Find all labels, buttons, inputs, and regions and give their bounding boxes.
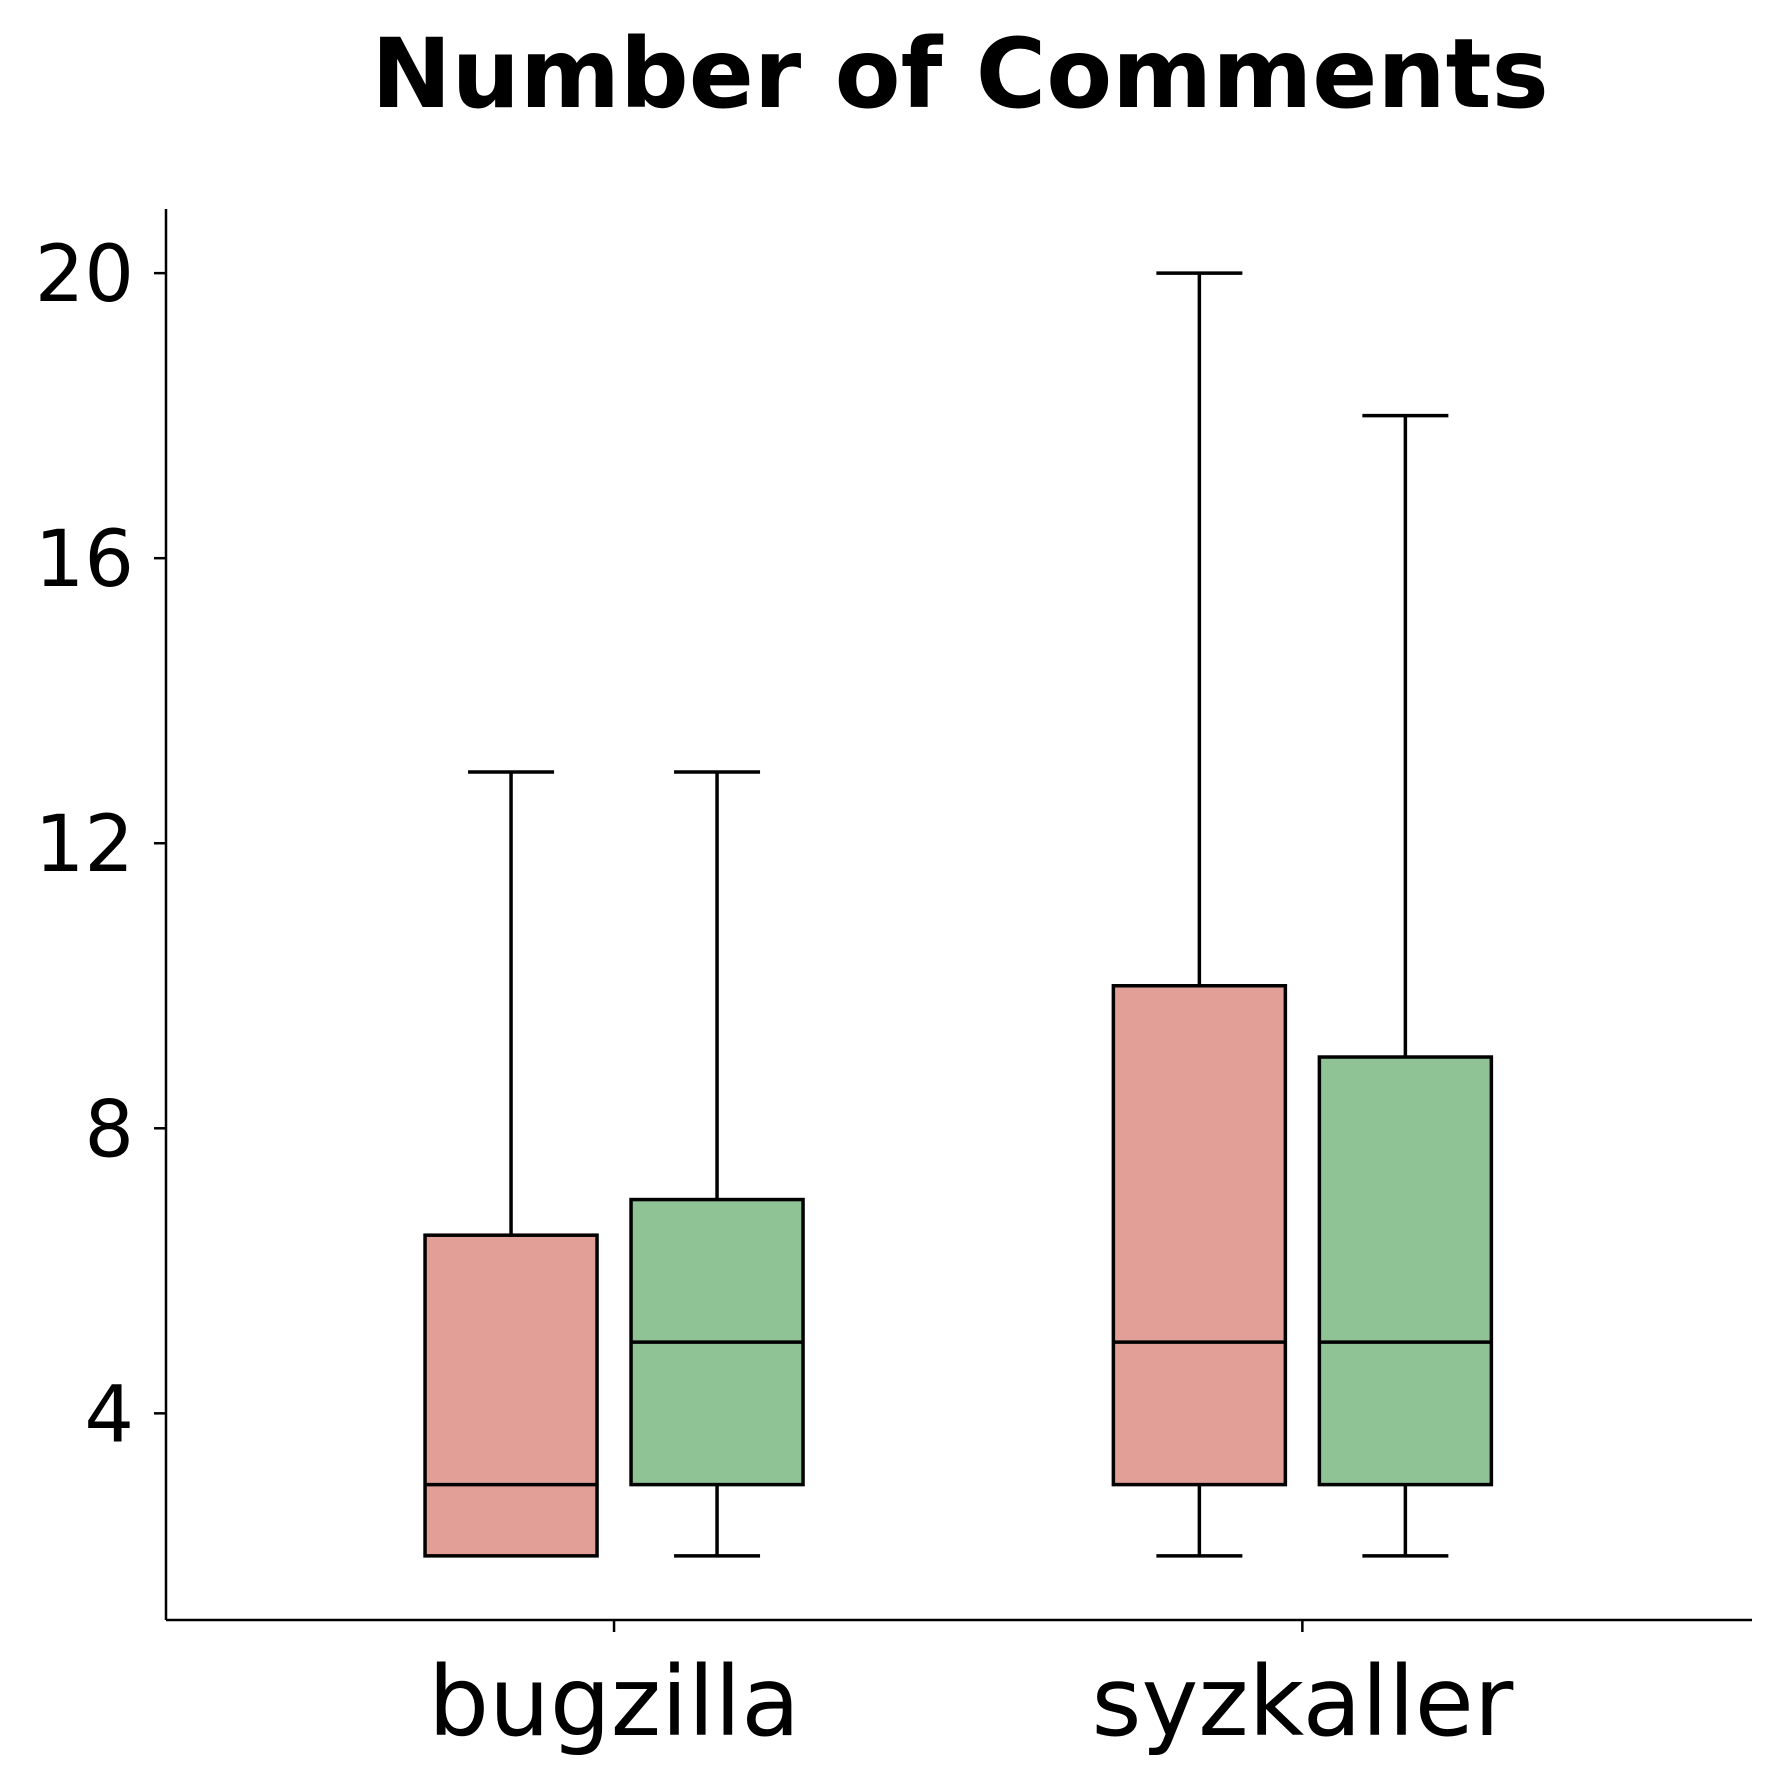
x-tick-label-bugzilla: bugzilla — [428, 1646, 800, 1758]
box-body — [1111, 984, 1288, 1487]
y-tick-label: 4 — [84, 1370, 134, 1460]
box-body — [1317, 1055, 1494, 1487]
y-ticks: 4 8 12 16 20 — [35, 230, 166, 1460]
box-bugzilla-series-0 — [423, 770, 599, 1558]
y-tick-label: 20 — [35, 230, 134, 320]
box-bugzilla-series-1 — [629, 770, 805, 1558]
box-plots — [423, 271, 1494, 1558]
y-tick-label: 8 — [84, 1085, 134, 1175]
chart-title: Number of Comments — [371, 18, 1548, 130]
axes — [164, 209, 1752, 1622]
box-body — [423, 1233, 599, 1558]
x-tick-label-syzkaller: syzkaller — [1091, 1646, 1513, 1758]
x-ticks: bugzilla syzkaller — [428, 1620, 1514, 1758]
y-tick-label: 16 — [35, 515, 134, 605]
box-syzkaller-series-1 — [1317, 413, 1494, 1558]
y-tick-label: 12 — [35, 800, 134, 890]
box-syzkaller-series-0 — [1111, 271, 1288, 1558]
